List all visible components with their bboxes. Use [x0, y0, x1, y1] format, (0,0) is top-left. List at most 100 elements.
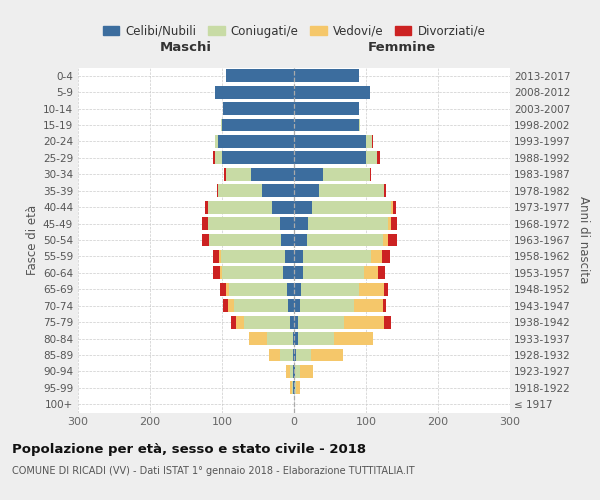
Bar — [290, 382, 292, 394]
Bar — [229, 300, 234, 312]
Bar — [294, 152, 366, 164]
Bar — [294, 102, 359, 115]
Bar — [226, 70, 294, 82]
Bar — [215, 152, 222, 164]
Bar — [294, 348, 296, 362]
Bar — [224, 168, 226, 180]
Bar — [283, 266, 294, 280]
Bar — [251, 168, 294, 180]
Bar — [230, 316, 236, 328]
Bar — [288, 300, 294, 312]
Bar — [354, 300, 383, 312]
Bar — [221, 118, 222, 132]
Bar — [312, 200, 391, 213]
Bar — [295, 365, 301, 378]
Bar — [294, 168, 323, 180]
Bar — [205, 200, 208, 213]
Text: Popolazione per età, sesso e stato civile - 2018: Popolazione per età, sesso e stato civil… — [12, 442, 366, 456]
Bar — [294, 266, 302, 280]
Y-axis label: Fasce di età: Fasce di età — [26, 205, 39, 275]
Bar — [294, 70, 359, 82]
Bar — [294, 135, 366, 148]
Bar — [307, 234, 383, 246]
Bar — [202, 217, 208, 230]
Bar — [222, 152, 294, 164]
Bar — [221, 250, 286, 263]
Bar — [294, 382, 295, 394]
Bar — [223, 102, 294, 115]
Bar — [234, 300, 288, 312]
Bar — [220, 266, 222, 280]
Bar — [226, 283, 229, 296]
Bar — [388, 217, 391, 230]
Bar — [222, 118, 294, 132]
Bar — [294, 316, 298, 328]
Bar — [218, 135, 294, 148]
Bar — [290, 316, 294, 328]
Bar — [359, 118, 360, 132]
Bar — [302, 250, 371, 263]
Bar — [391, 200, 392, 213]
Bar — [294, 332, 298, 345]
Bar — [280, 217, 294, 230]
Bar — [301, 365, 313, 378]
Bar — [293, 365, 294, 378]
Bar — [268, 332, 293, 345]
Bar — [308, 217, 388, 230]
Bar — [296, 382, 300, 394]
Bar — [391, 217, 397, 230]
Bar — [269, 348, 280, 362]
Bar — [302, 266, 364, 280]
Bar — [209, 234, 281, 246]
Bar — [296, 348, 311, 362]
Bar — [384, 184, 386, 197]
Bar — [287, 283, 294, 296]
Bar — [383, 300, 386, 312]
Bar — [215, 135, 218, 148]
Bar — [293, 382, 294, 394]
Bar — [298, 332, 334, 345]
Bar — [281, 234, 294, 246]
Bar — [319, 184, 384, 197]
Legend: Celibi/Nubili, Coniugati/e, Vedovi/e, Divorziati/e: Celibi/Nubili, Coniugati/e, Vedovi/e, Di… — [98, 20, 490, 42]
Bar — [384, 283, 388, 296]
Bar — [370, 168, 371, 180]
Text: COMUNE DI RICADI (VV) - Dati ISTAT 1° gennaio 2018 - Elaborazione TUTTITALIA.IT: COMUNE DI RICADI (VV) - Dati ISTAT 1° ge… — [12, 466, 415, 476]
Bar — [229, 283, 287, 296]
Bar — [218, 184, 262, 197]
Bar — [359, 283, 384, 296]
Bar — [214, 250, 219, 263]
Bar — [294, 217, 308, 230]
Bar — [293, 332, 294, 345]
Bar — [294, 300, 300, 312]
Bar — [202, 234, 209, 246]
Bar — [300, 300, 354, 312]
Bar — [294, 184, 319, 197]
Bar — [294, 200, 312, 213]
Bar — [280, 348, 293, 362]
Bar — [223, 300, 229, 312]
Bar — [286, 250, 294, 263]
Bar — [294, 283, 301, 296]
Bar — [334, 332, 373, 345]
Bar — [212, 266, 220, 280]
Bar — [344, 316, 384, 328]
Bar — [301, 283, 359, 296]
Bar — [294, 250, 302, 263]
Bar — [293, 348, 294, 362]
Bar — [294, 118, 359, 132]
Bar — [214, 152, 215, 164]
Bar — [226, 168, 251, 180]
Y-axis label: Anni di nascita: Anni di nascita — [577, 196, 590, 284]
Bar — [222, 266, 283, 280]
Bar — [244, 316, 290, 328]
Bar — [294, 234, 307, 246]
Bar — [220, 283, 226, 296]
Bar — [298, 316, 344, 328]
Bar — [392, 200, 396, 213]
Bar — [311, 348, 343, 362]
Bar — [286, 365, 290, 378]
Bar — [262, 184, 294, 197]
Bar — [208, 217, 280, 230]
Bar — [250, 332, 268, 345]
